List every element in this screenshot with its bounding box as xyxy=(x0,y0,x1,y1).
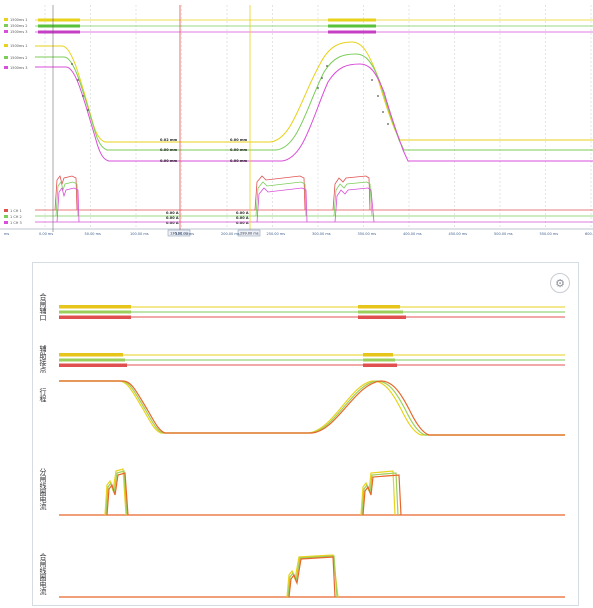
current-right-3: 0.00 A xyxy=(236,221,249,225)
legend-mid-2: 1500ms 2 xyxy=(10,56,27,60)
measure-left-2: 0.00 mm xyxy=(160,148,178,152)
top-waveform-chart[interactable]: 1500ms 1 1500ms 2 1500ms 3 1500ms 1 1500… xyxy=(0,0,593,240)
cursor-1-label-box[interactable] xyxy=(167,229,191,237)
lane-label-close-aux: 合闸辅口 xyxy=(39,293,47,321)
bottom-waveform-chart[interactable] xyxy=(33,263,578,605)
digital-lines-top xyxy=(35,18,593,34)
travel-curves xyxy=(35,41,593,162)
x-tick-label: 600.00 ms xyxy=(585,232,593,236)
measure-right-2: 0.00 mm xyxy=(230,148,248,152)
legend-bottom-3: 1 CH 3 xyxy=(10,221,22,225)
measure-right-1: 0.00 mm xyxy=(230,138,248,142)
gear-icon[interactable]: ⚙ xyxy=(550,273,570,293)
cursors[interactable]: 136.00 ms 299.00 ms xyxy=(52,5,261,237)
lane-label-travel: 行程 xyxy=(39,388,47,402)
waveform-top-panel[interactable]: 1500ms 1 1500ms 2 1500ms 3 1500ms 1 1500… xyxy=(0,0,593,240)
lane-travel-curves xyxy=(59,380,565,436)
x-tick-label: 50.00 ms xyxy=(85,232,102,236)
legend-mid-1: 1500ms 1 xyxy=(10,44,27,48)
x-tick-label: 300.00 ms xyxy=(312,232,331,236)
x-tick-label: 550.00 ms xyxy=(540,232,559,236)
lane-close-aux-signals xyxy=(59,305,565,319)
cursor-2-label: 299.00 ms xyxy=(240,232,259,236)
coil-current-curves xyxy=(35,175,593,223)
measure-labels: 0.02 mm 0.00 mm 0.00 mm 0.00 mm 0.00 mm … xyxy=(160,138,249,225)
lane-label-open-coil: 分闸线圈电流 xyxy=(39,468,47,510)
lane-label-close-coil: 合闸线圈电流 xyxy=(39,553,47,595)
cursor-2-label-box[interactable] xyxy=(237,229,261,237)
legend-mid-3: 1500ms 3 xyxy=(10,66,27,70)
x-tick-label: 0.00 ms xyxy=(39,232,53,236)
x-tick-label: 400.00 ms xyxy=(403,232,422,236)
current-right-1: 0.00 A xyxy=(236,211,249,215)
current-left-1: 0.00 A xyxy=(166,211,179,215)
legend-top-2: 1500ms 2 xyxy=(10,24,27,28)
lane-aux-contact-signals xyxy=(59,353,565,367)
x-tick-label: 350.00 ms xyxy=(358,232,377,236)
x-tick-label: 500.00 ms xyxy=(494,232,513,236)
x-tick-label: 200.00 ms xyxy=(221,232,240,236)
measure-left-3: 0.00 mm xyxy=(160,159,178,163)
waveform-bottom-panel[interactable]: ⚙ 合闸辅口 辅助接点 行程 分闸线圈电流 合闸线圈电流 xyxy=(32,262,579,606)
measure-right-3: 0.00 mm xyxy=(230,159,248,163)
legend-bottom-1: 1 CH 1 xyxy=(10,209,22,213)
lane-label-aux-contact: 辅助接点 xyxy=(39,345,47,373)
legend-top-3: 1500ms 3 xyxy=(10,30,27,34)
current-right-2: 0.00 A xyxy=(236,216,249,220)
lane-close-coil-curves xyxy=(59,554,565,598)
x-axis-ticks: 0.00 ms 50.00 ms 100.00 ms 150.00 ms 200.00 … xyxy=(39,232,593,236)
legend-mid: 1500ms 1 1500ms 2 1500ms 3 xyxy=(4,44,27,70)
time-unit-label: ms xyxy=(4,232,9,236)
legend-top: 1500ms 1 1500ms 2 1500ms 3 xyxy=(4,18,27,34)
current-left-2: 0.00 A xyxy=(166,216,179,220)
x-tick-label: 250.00 ms xyxy=(267,232,286,236)
cursor-1-label: 136.00 ms xyxy=(170,232,189,236)
legend-top-1: 1500ms 1 xyxy=(10,18,27,22)
lane-open-coil-curves xyxy=(59,468,565,516)
legend-bottom: 1 CH 1 1 CH 2 1 CH 3 xyxy=(4,209,22,225)
current-left-3: 0.00 A xyxy=(166,221,179,225)
x-tick-label: 100.00 ms xyxy=(130,232,149,236)
measure-left-1: 0.02 mm xyxy=(160,138,178,142)
x-tick-label: 450.00 ms xyxy=(449,232,468,236)
x-tick-label: 150.00 ms xyxy=(176,232,195,236)
legend-bottom-2: 1 CH 2 xyxy=(10,215,22,219)
